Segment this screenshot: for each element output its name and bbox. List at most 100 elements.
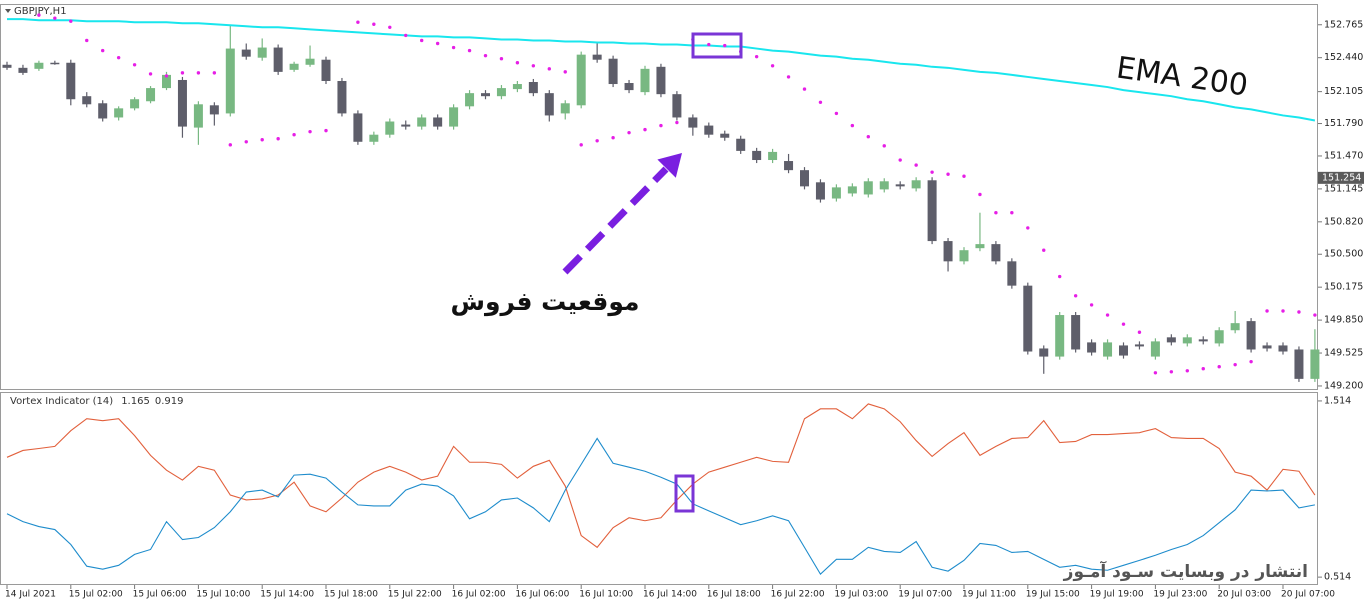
sar-dot	[451, 45, 456, 50]
sar-dot	[244, 140, 248, 144]
candle-body	[879, 181, 889, 190]
candle-body	[385, 121, 395, 135]
sar-dot	[101, 48, 105, 53]
sar-dot	[372, 22, 376, 26]
sar-dot	[420, 38, 424, 43]
candle-body	[162, 74, 171, 89]
sar-dot	[467, 48, 472, 53]
candle-body	[1166, 337, 1176, 343]
candle-body	[720, 133, 730, 138]
x-tick-label: 16 Jul 22:00	[771, 590, 825, 600]
sar-dot	[308, 129, 312, 134]
sar-dot	[579, 143, 583, 147]
candle-body	[784, 161, 794, 171]
candle-body	[1087, 342, 1097, 353]
candle-body	[736, 138, 746, 151]
x-tick-label: 19 Jul 15:00	[1026, 590, 1080, 600]
candle-body	[991, 244, 1001, 262]
candle-body	[704, 125, 714, 135]
sar-dot	[1121, 322, 1126, 326]
candle-body	[1071, 315, 1081, 350]
candle-body	[449, 107, 459, 127]
candle-body	[1007, 261, 1017, 286]
y-tick-label: 149.200	[1324, 380, 1363, 391]
x-tick-label: 16 Jul 06:00	[515, 590, 569, 600]
sar-dot	[132, 63, 137, 67]
candle-body	[2, 64, 12, 68]
candle-body	[1119, 345, 1128, 356]
sar-dot	[1233, 362, 1237, 367]
sar-dot	[1313, 313, 1317, 317]
sar-dot	[786, 75, 791, 79]
x-tick-label: 14 Jul 2021	[5, 590, 56, 600]
last-price-label: 151.254	[1322, 172, 1361, 183]
y-tick-label: 151.470	[1324, 150, 1363, 161]
sar-dot	[754, 54, 759, 59]
x-tick-label: 15 Jul 10:00	[196, 590, 250, 600]
candle-body	[225, 48, 235, 114]
sar-dot	[1185, 369, 1190, 373]
highlight-box	[691, 32, 743, 59]
plot-layer: 152.765 152.440 152.105 151.790 151.470 151.1…	[2, 13, 1364, 600]
last-price-box	[1318, 171, 1364, 184]
sar-dot	[228, 143, 232, 147]
candle-body	[401, 124, 411, 127]
x-tick-label: 19 Jul 11:00	[962, 590, 1016, 600]
candle-body	[465, 93, 475, 107]
sar-dot	[643, 127, 647, 132]
y-tick-label: 151.790	[1324, 118, 1363, 129]
sar-dot	[212, 71, 217, 75]
sar-dot	[1217, 365, 1221, 369]
candle-body	[481, 93, 490, 97]
highlight-box	[674, 474, 695, 513]
candle-body	[98, 103, 108, 119]
candle-body	[369, 134, 379, 142]
candle-body	[911, 180, 921, 189]
candle-body	[512, 84, 522, 90]
candle-body	[576, 54, 586, 106]
candle-body	[815, 182, 825, 200]
sar-dot	[292, 132, 296, 137]
x-tick-label: 20 Jul 03:00	[1217, 590, 1271, 600]
sar-dot	[196, 71, 201, 75]
sar-dot	[659, 123, 663, 128]
candle-body	[1150, 341, 1160, 357]
candle-body	[177, 79, 187, 127]
candle-body	[1055, 315, 1065, 357]
candle-body	[975, 244, 985, 249]
candle-body	[1230, 323, 1240, 331]
indicator-title: Vortex Indicator (14)	[10, 396, 113, 407]
candle-body	[1278, 345, 1288, 352]
candle-body	[895, 184, 905, 187]
candle-body	[114, 108, 124, 118]
sar-dot	[595, 139, 599, 143]
candle-body	[560, 103, 570, 114]
y-tick-label: 150.175	[1324, 282, 1363, 293]
ema-line	[7, 18, 1316, 122]
candle-body	[18, 67, 28, 73]
sar-dot	[1105, 313, 1110, 317]
x-tick-label: 15 Jul 02:00	[69, 590, 123, 600]
candle-body	[752, 150, 762, 161]
candle-body	[528, 82, 538, 94]
sar-dot	[898, 158, 902, 162]
sar-dot	[547, 67, 551, 71]
candle-body	[82, 96, 92, 105]
x-tick-label: 16 Jul 10:00	[579, 590, 633, 600]
sar-dot	[930, 170, 934, 174]
candle-body	[66, 62, 76, 100]
candle-body	[544, 93, 554, 116]
candle-body	[1262, 345, 1272, 349]
sar-dot	[1169, 370, 1174, 374]
sar-dot	[531, 64, 536, 68]
candle-body	[289, 63, 299, 70]
sar-dot	[1297, 310, 1301, 314]
sar-dot	[866, 135, 870, 139]
candle-body	[1134, 344, 1144, 347]
sar-dot	[563, 70, 567, 74]
candle-body	[433, 117, 443, 127]
sar-dot	[802, 87, 807, 91]
candle-body	[943, 241, 953, 262]
